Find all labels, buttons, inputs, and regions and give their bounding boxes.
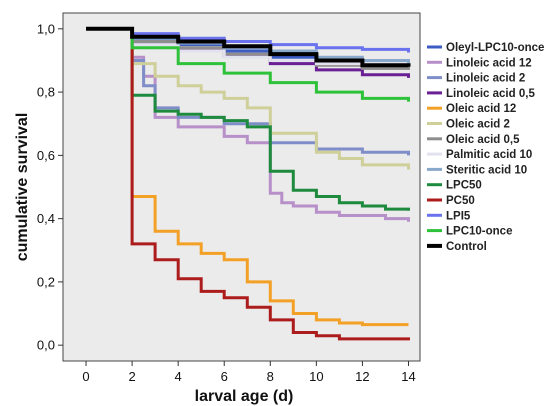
x-tick-label: 14	[401, 369, 415, 384]
legend-label: Linoleic acid 2	[446, 73, 525, 85]
series-line-pc50	[86, 27, 410, 341]
legend-label: PC50	[446, 195, 475, 207]
series-line-oleic-acid-12	[86, 27, 409, 327]
legend: Oleyl-LPC10-once Linoleic acid 12 Linoleic…	[427, 42, 544, 253]
y-tick-label: 0,8	[37, 85, 55, 100]
legend-label: Oleyl-LPC10-once	[446, 42, 544, 54]
legend-label: Palmitic acid 10	[446, 149, 532, 161]
legend-label: LPC10-once	[446, 226, 512, 238]
legend-label: Oleic acid 2	[446, 119, 510, 131]
legend-label: LPI5	[446, 210, 471, 222]
x-tick-label: 2	[128, 369, 135, 384]
legend-label: Oleic acid 12	[446, 103, 516, 115]
legend-label: Linoleic acid 0,5	[446, 88, 535, 100]
legend-label: Linoleic acid 12	[446, 57, 532, 69]
y-axis-title: cumulative survival	[14, 113, 31, 262]
legend-label: Steritic acid 10	[446, 164, 527, 176]
y-tick-label: 0,4	[37, 211, 55, 226]
x-tick-label: 12	[355, 369, 369, 384]
y-tick-label: 0,0	[37, 338, 55, 353]
y-tick-label: 0,6	[37, 148, 55, 163]
x-axis-title: larval age (d)	[195, 388, 294, 405]
series-line-lpc50	[86, 27, 410, 211]
x-tick-label: 8	[267, 369, 274, 384]
series-lines	[86, 26, 411, 341]
series-line-lpi5	[86, 27, 410, 53]
y-axis: 0,0 0,2 0,4 0,6 0,8 1,0	[37, 21, 63, 353]
legend-label: Oleic acid 0,5	[446, 134, 520, 146]
x-tick-label: 6	[221, 369, 228, 384]
x-tick-label: 10	[309, 369, 323, 384]
y-tick-label: 1,0	[37, 21, 55, 36]
x-tick-label: 4	[175, 369, 182, 384]
y-tick-label: 0,2	[37, 274, 55, 289]
x-tick-label: 0	[82, 369, 89, 384]
x-axis: 0 2 4 6 8 10 12 14	[82, 361, 416, 384]
series-line-lpc10-once	[86, 27, 410, 102]
legend-label: LPC50	[446, 180, 482, 192]
legend-label: Control	[446, 241, 487, 253]
series-line-control	[86, 26, 411, 68]
series-line-oleic-acid-2	[86, 27, 410, 170]
